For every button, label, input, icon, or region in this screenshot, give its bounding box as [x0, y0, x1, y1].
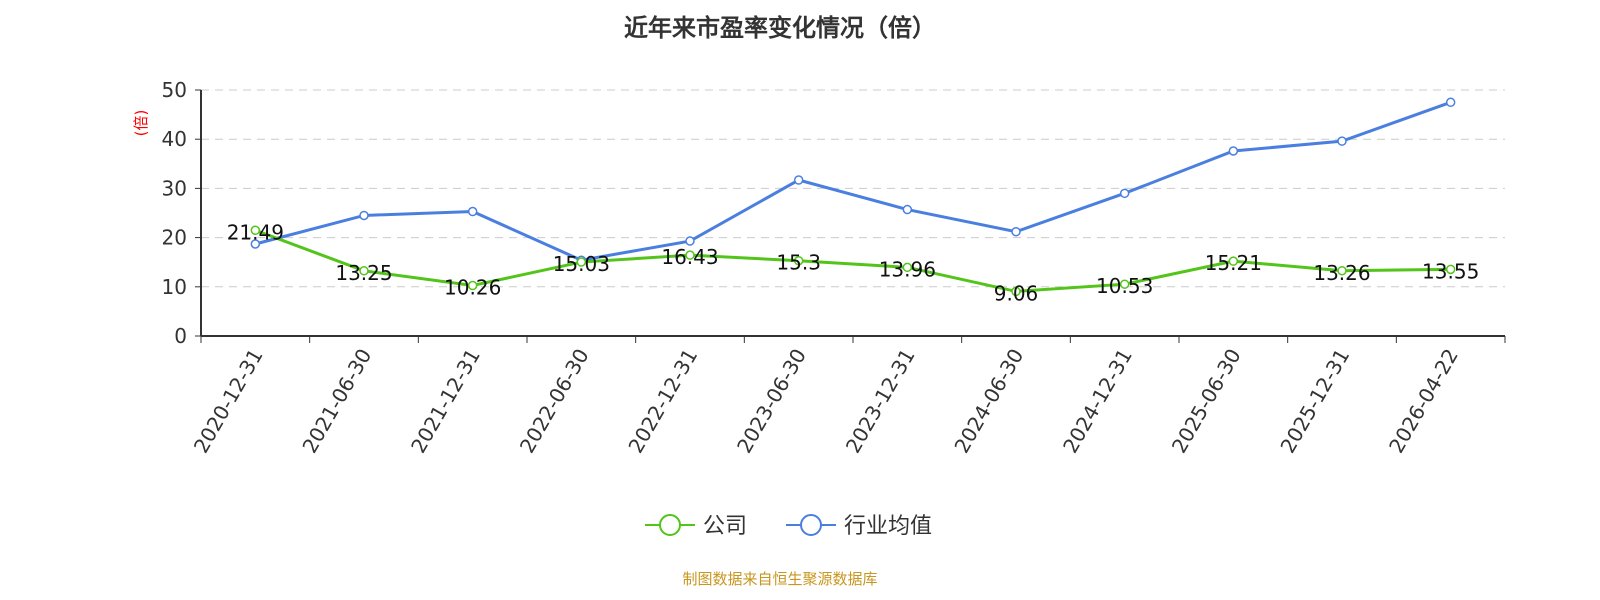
x-tick-label: 2023-12-31 [841, 345, 920, 458]
y-axis-label: (倍) [132, 110, 150, 137]
data-label: 13.55 [1422, 259, 1479, 283]
data-point[interactable] [1228, 256, 1239, 266]
series-line [254, 228, 1451, 293]
data-point[interactable] [793, 175, 804, 185]
x-tick-label: 2025-12-31 [1275, 345, 1354, 458]
legend-marker-icon [800, 514, 822, 536]
data-point[interactable] [250, 239, 261, 249]
y-tick-label: 20 [162, 226, 187, 250]
data-point[interactable] [576, 257, 587, 267]
data-point[interactable] [902, 262, 913, 273]
data-label: 15.03 [553, 252, 610, 276]
series-line [254, 100, 1452, 262]
data-point[interactable] [1119, 188, 1130, 199]
x-tick-label: 2021-12-31 [406, 345, 485, 458]
data-label: 15.3 [776, 251, 821, 275]
data-point[interactable] [1337, 266, 1347, 276]
data-label: 9.06 [994, 281, 1039, 305]
data-point[interactable] [250, 225, 261, 236]
x-tick-label: 2023-06-30 [732, 345, 811, 458]
data-label: 13.96 [879, 257, 936, 281]
y-tick-label: 30 [162, 176, 187, 200]
legend-item[interactable]: 公司 [645, 514, 747, 539]
data-point[interactable] [467, 280, 478, 291]
data-label: 13.26 [1313, 261, 1370, 285]
y-tick-label: 40 [162, 127, 187, 151]
x-tick-label: 2024-12-31 [1058, 345, 1137, 458]
legend-marker-icon [659, 514, 681, 536]
x-tick-label: 2020-12-31 [189, 345, 268, 458]
data-label: 13.25 [335, 261, 392, 285]
data-label: 21.49 [227, 220, 284, 244]
data-label: 15.21 [1205, 251, 1262, 275]
data-point[interactable] [1011, 286, 1021, 297]
data-point[interactable] [685, 236, 695, 246]
chart-title: 近年来市盈率变化情况（倍） [624, 14, 936, 42]
y-tick-label: 10 [162, 275, 187, 299]
data-point[interactable] [793, 255, 804, 266]
x-tick-label: 2024-06-30 [949, 345, 1028, 458]
data-label: 10.53 [1096, 274, 1153, 298]
data-point[interactable] [1337, 136, 1347, 146]
y-tick-label: 50 [162, 78, 187, 102]
legend-label: 公司 [703, 514, 747, 539]
x-tick-label: 2025-06-30 [1167, 345, 1246, 458]
data-point[interactable] [685, 250, 695, 260]
x-tick-label: 2022-06-30 [515, 345, 594, 458]
x-tick-label: 2021-06-30 [297, 345, 376, 458]
legend-label: 行业均值 [844, 514, 932, 539]
x-tick-label: 2026-04-22 [1384, 345, 1463, 458]
y-tick-label: 0 [174, 324, 187, 348]
legend-item[interactable]: 行业均值 [786, 514, 932, 539]
data-point[interactable] [467, 206, 478, 217]
data-point[interactable] [1445, 97, 1456, 108]
data-point[interactable] [1445, 264, 1456, 275]
data-point[interactable] [1228, 146, 1239, 156]
data-point[interactable] [359, 210, 369, 221]
x-tick-label: 2022-12-31 [623, 345, 702, 458]
data-label: 10.26 [444, 276, 501, 300]
data-point[interactable] [1011, 226, 1021, 237]
data-point[interactable] [359, 266, 369, 276]
data-label: 16.43 [661, 245, 718, 269]
data-point[interactable] [1119, 279, 1130, 289]
data-source-note: 制图数据来自恒生聚源数据库 [682, 570, 878, 588]
data-point[interactable] [902, 204, 913, 215]
